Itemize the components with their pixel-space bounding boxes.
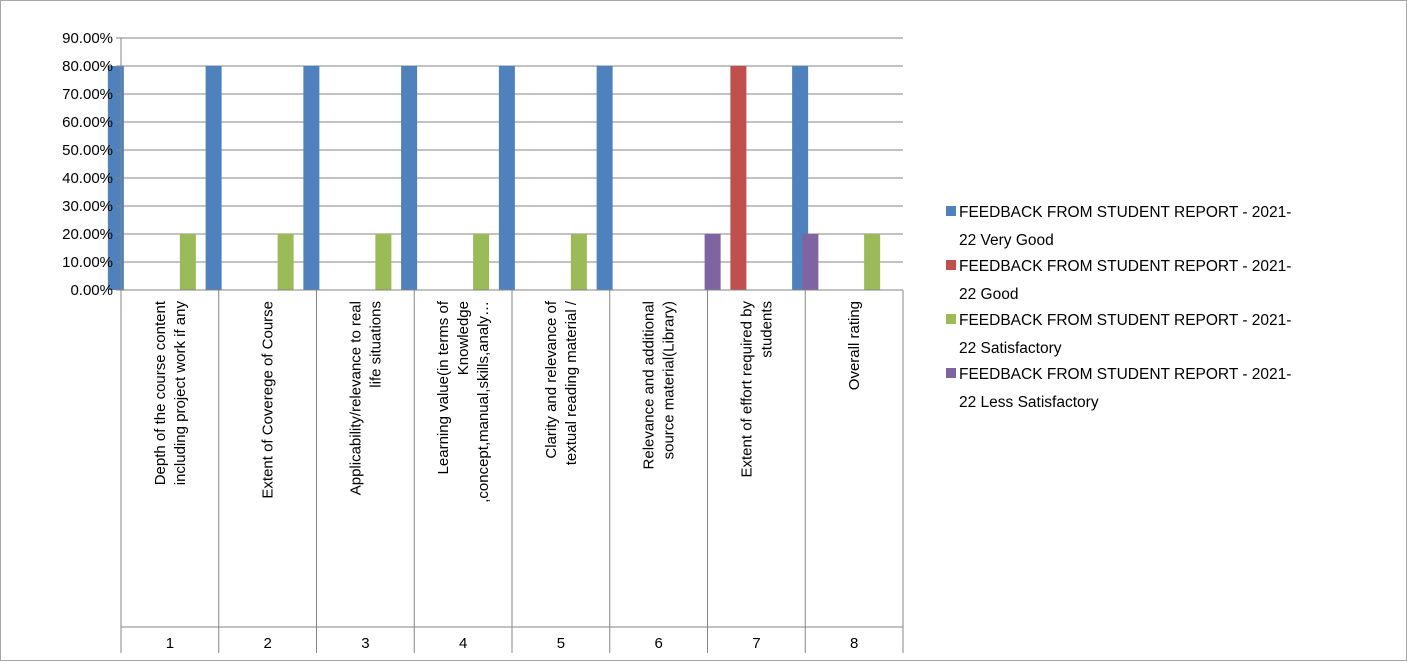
category-number: 6 [654, 635, 662, 652]
y-tick-label: 20.00% [62, 226, 113, 243]
y-tick-label: 50.00% [62, 142, 113, 159]
legend-label: FEEDBACK FROM STUDENT REPORT - 2021- [959, 204, 1291, 221]
category-number: 3 [361, 635, 369, 652]
y-tick-label: 70.00% [62, 86, 113, 103]
legend-label: FEEDBACK FROM STUDENT REPORT - 2021- [959, 258, 1291, 275]
bar [277, 234, 294, 290]
y-tick-label: 80.00% [62, 58, 113, 75]
bar [570, 234, 587, 290]
category-label: Extent of Coverege of Course [260, 301, 277, 499]
y-tick-label: 0.00% [70, 282, 113, 299]
bars [107, 66, 881, 290]
bar [704, 234, 721, 290]
category-label: Relevance and additional [641, 301, 658, 469]
category-label: students [758, 301, 775, 358]
axes [116, 37, 904, 653]
category-label: Applicability/relevance to real [347, 301, 364, 495]
bar [730, 66, 747, 290]
y-tick-label: 40.00% [62, 170, 113, 187]
legend-label: FEEDBACK FROM STUDENT REPORT - 2021- [959, 366, 1291, 383]
legend-label: 22 Good [959, 286, 1018, 303]
bar [205, 66, 222, 290]
legend-swatch [946, 260, 956, 270]
category-label: Extent of effort required by [738, 301, 755, 478]
y-tick-label: 30.00% [62, 198, 113, 215]
legend-label: 22 Less Satisfactory [959, 394, 1099, 411]
bar [401, 66, 418, 290]
legend-swatch [946, 368, 956, 378]
category-label: Knowledge [455, 301, 472, 375]
y-tick-label: 60.00% [62, 114, 113, 131]
category-label: Depth of the course content [152, 300, 169, 485]
category-number: 2 [263, 635, 271, 652]
category-label: Learning value(in terms of [435, 300, 452, 474]
bar [179, 234, 196, 290]
category-number: 7 [752, 635, 760, 652]
bar [596, 66, 613, 290]
category-label: Overall rating [846, 301, 863, 390]
y-tick-label: 10.00% [62, 254, 113, 271]
bar [498, 66, 515, 290]
y-tick-label: 90.00% [62, 30, 113, 47]
category-number: 1 [166, 635, 174, 652]
legend-swatch [946, 206, 956, 216]
category-label: including project work if any [172, 301, 189, 486]
legend: FEEDBACK FROM STUDENT REPORT - 2021- 22 V… [946, 204, 1291, 411]
legend-swatch [946, 314, 956, 324]
category-label: source material(Library) [661, 301, 678, 459]
bar [802, 234, 819, 290]
category-label: textual reading material / [563, 300, 580, 465]
legend-label: 22 Satisfactory [959, 340, 1062, 357]
category-label: ,concept,manual,skills,analy… [475, 301, 492, 503]
category-number: 4 [459, 635, 467, 652]
legend-label: 22 Very Good [959, 232, 1054, 249]
category-label: life situations [367, 301, 384, 388]
x-axis-categories: Depth of the course content including pro… [152, 300, 863, 652]
category-label: Clarity and relevance of [543, 300, 560, 458]
category-number: 8 [850, 635, 858, 652]
bar [473, 234, 490, 290]
legend-label: FEEDBACK FROM STUDENT REPORT - 2021- [959, 312, 1291, 329]
bar [303, 66, 320, 290]
bar [864, 234, 881, 290]
y-axis-ticks: 0.00% 10.00% 20.00% 30.00% 40.00% 50.00% 60.00… [62, 30, 113, 299]
category-number: 5 [557, 635, 565, 652]
bar [375, 234, 392, 290]
